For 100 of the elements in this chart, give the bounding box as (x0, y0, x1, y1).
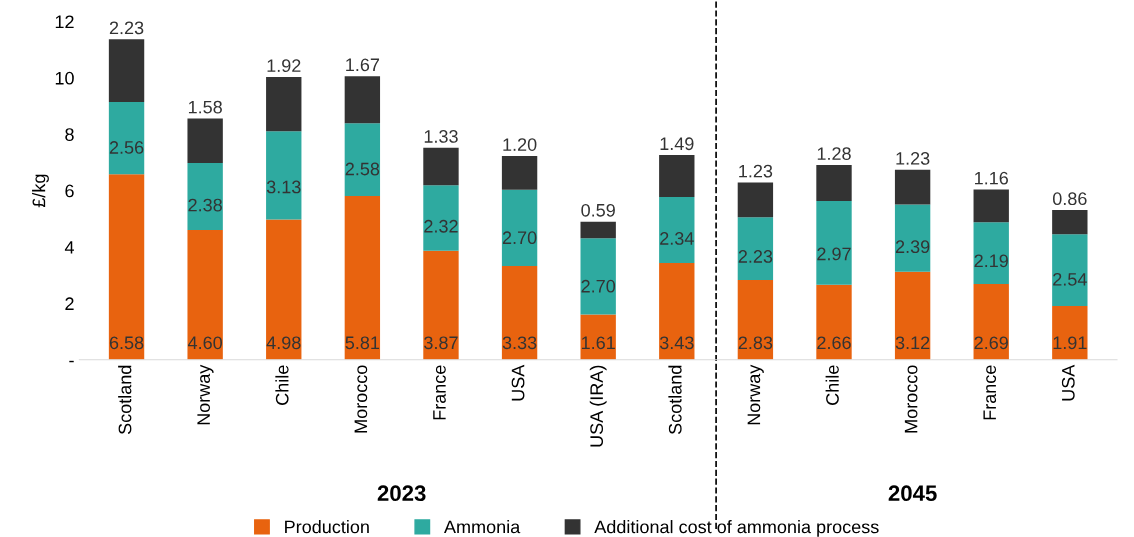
data-label: 2.97 (817, 247, 851, 261)
text: 2023 (377, 485, 426, 502)
data-label: 1.23 (896, 152, 930, 165)
legend-label: Production (285, 520, 369, 534)
bar (266, 219, 302, 360)
data-label: 1.67 (346, 58, 380, 72)
data-label: 2.38 (188, 198, 222, 212)
data-label: 2.56 (109, 141, 144, 154)
bar (894, 204, 931, 272)
y-tick-label: 8 (65, 128, 74, 141)
data-label: 3.43 (659, 336, 694, 350)
bar (266, 77, 302, 132)
data-label: 1.28 (817, 147, 851, 160)
bar (187, 163, 223, 231)
data-label: 3.87 (424, 336, 458, 350)
bar (344, 123, 381, 196)
bar (973, 283, 1009, 360)
x-tick-label: Morocco (904, 365, 918, 433)
y-tick-label: 4 (64, 241, 74, 254)
data-label: 2.69 (974, 336, 1008, 350)
data-label: 1.92 (267, 59, 301, 73)
data-label: 4.98 (266, 336, 301, 350)
data-label: 1.20 (503, 138, 537, 151)
bar (1052, 210, 1088, 235)
data-label: 1.23 (739, 164, 773, 178)
x-tick-label: Chile (825, 365, 839, 405)
x-tick-label: USA (1061, 364, 1075, 401)
data-label: 2.23 (109, 21, 144, 35)
bar (344, 76, 381, 124)
bar (108, 102, 145, 175)
bar (501, 265, 538, 360)
x-tick-label: Scotland (668, 365, 682, 435)
data-label: 6.58 (109, 336, 144, 350)
y-axis-title: £/kg (32, 174, 49, 208)
data-label: 0.86 (1052, 192, 1087, 206)
data-label: 2.58 (345, 162, 380, 176)
bar (108, 39, 145, 103)
y-tick-label: - (69, 360, 74, 363)
bar (659, 155, 695, 198)
bar (973, 222, 1009, 284)
data-label: 3.13 (266, 180, 301, 194)
legend-label: Additional cost of ammonia process (594, 520, 879, 537)
x-tick-label: Morocco (354, 365, 368, 433)
text: 2045 (888, 485, 937, 502)
data-label: 3.12 (895, 336, 930, 350)
bar (580, 238, 616, 315)
data-label: 5.81 (345, 336, 380, 350)
data-label: 2.66 (817, 336, 851, 350)
bar (344, 195, 381, 360)
y-tick-label: 12 (55, 15, 74, 29)
y-tick-label: 10 (55, 71, 74, 85)
bar (816, 284, 852, 360)
data-label: 3.33 (502, 336, 537, 350)
data-label: 2.70 (581, 279, 616, 293)
bar (659, 263, 695, 360)
data-label: 2.39 (895, 240, 930, 254)
bar (423, 185, 459, 251)
bar (894, 169, 931, 205)
x-tick-label: Scotland (118, 365, 132, 435)
data-label: 2.23 (738, 250, 773, 263)
bar (187, 230, 223, 360)
bar (973, 189, 1009, 223)
legend-label: Ammonia (444, 520, 521, 534)
data-label: 1.58 (188, 100, 222, 114)
data-label: 2.34 (660, 232, 694, 245)
bar (737, 182, 774, 218)
bar (894, 271, 931, 360)
data-label: 1.33 (424, 130, 458, 143)
bar (659, 197, 695, 264)
data-label: 2.83 (738, 336, 773, 350)
data-label: 1.16 (975, 171, 1008, 185)
bar (1052, 305, 1088, 360)
bar (501, 189, 538, 266)
bar (266, 131, 302, 220)
bar (423, 147, 459, 186)
bar (187, 118, 223, 164)
y-tick-label: 2 (65, 297, 74, 310)
bar (580, 314, 616, 360)
bar (816, 164, 852, 202)
data-label: 1.91 (1053, 336, 1087, 350)
bar (501, 155, 538, 190)
bar (816, 201, 852, 285)
data-label: 1.61 (581, 336, 615, 350)
y-tick-label: 6 (65, 184, 74, 198)
x-tick-label: Norway (747, 364, 764, 425)
bar (737, 280, 774, 360)
data-label: 4.60 (188, 336, 223, 350)
data-label: 2.19 (974, 254, 1008, 268)
bar (108, 174, 145, 360)
bar (1052, 234, 1088, 306)
data-label: 2.70 (502, 231, 537, 245)
data-label: 1.49 (660, 137, 694, 151)
x-tick-label: France (983, 365, 997, 420)
data-label: 2.32 (424, 219, 458, 233)
x-tick-label: Norway (197, 364, 214, 425)
bar (423, 250, 459, 360)
x-tick-label: USA (IRA) (589, 365, 607, 447)
data-label: 2.54 (1053, 272, 1087, 286)
data-label: 0.59 (581, 203, 615, 217)
x-tick-label: France (433, 365, 446, 420)
